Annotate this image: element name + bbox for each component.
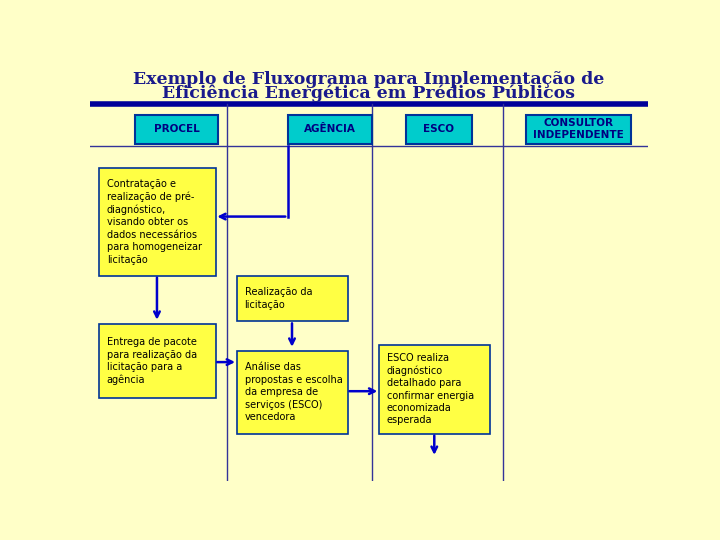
FancyBboxPatch shape [379, 345, 490, 434]
FancyBboxPatch shape [135, 115, 218, 144]
Text: AGÊNCIA: AGÊNCIA [304, 124, 356, 134]
FancyBboxPatch shape [405, 115, 472, 144]
Text: Exemplo de Fluxograma para Implementação de: Exemplo de Fluxograma para Implementação… [133, 71, 605, 88]
Text: Eficiência Energética em Prédios Públicos: Eficiência Energética em Prédios Público… [163, 84, 575, 102]
FancyBboxPatch shape [526, 115, 631, 144]
Text: ESCO realiza
diagnóstico
detalhado para
confirmar energia
economizada
esperada: ESCO realiza diagnóstico detalhado para … [387, 353, 474, 426]
FancyBboxPatch shape [99, 324, 215, 399]
Text: Entrega de pacote
para realização da
licitação para a
agência: Entrega de pacote para realização da lic… [107, 337, 197, 385]
FancyBboxPatch shape [237, 276, 348, 321]
Text: Contratação e
realização de pré-
diagnóstico,
visando obter os
dados necessários: Contratação e realização de pré- diagnós… [107, 179, 202, 265]
Text: Análise das
propostas e escolha
da empresa de
serviços (ESCO)
vencedora: Análise das propostas e escolha da empre… [245, 362, 342, 422]
Text: CONSULTOR
INDEPENDENTE: CONSULTOR INDEPENDENTE [533, 118, 624, 140]
Text: ESCO: ESCO [423, 124, 454, 134]
FancyBboxPatch shape [289, 115, 372, 144]
FancyBboxPatch shape [99, 168, 215, 275]
Text: PROCEL: PROCEL [153, 124, 199, 134]
FancyBboxPatch shape [237, 351, 348, 434]
Text: Realização da
licitação: Realização da licitação [245, 287, 312, 310]
